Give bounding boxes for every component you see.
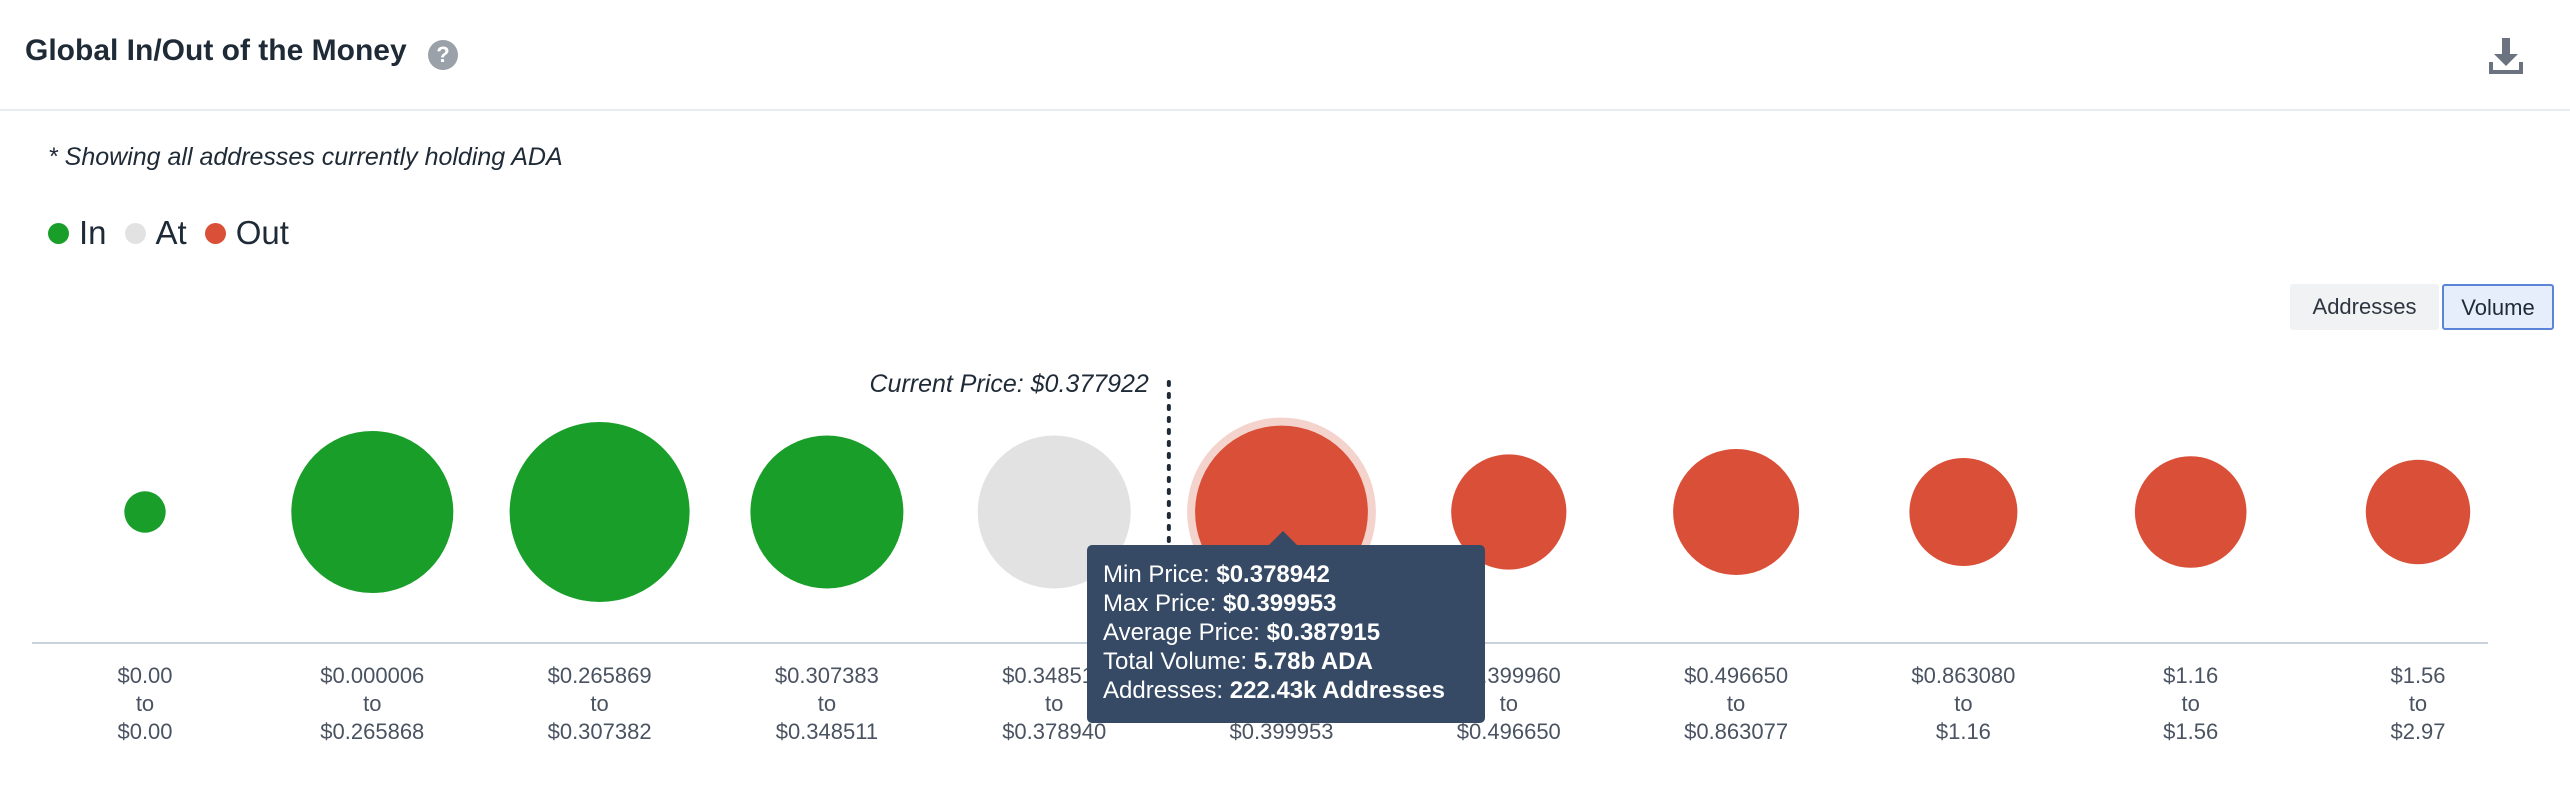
- tick-label-price: $0.00: [117, 719, 172, 744]
- legend-item-in[interactable]: In: [48, 214, 107, 252]
- legend-item-out[interactable]: Out: [204, 214, 289, 252]
- tick-label-to: to: [136, 691, 154, 716]
- page-title: Global In/Out of the Money: [25, 34, 407, 67]
- tick-label-price: $0.399953: [1230, 719, 1334, 744]
- tick-label-to: to: [1727, 691, 1745, 716]
- tick-label-price: $2.97: [2390, 719, 2445, 744]
- bubble-out[interactable]: [1451, 454, 1567, 570]
- bubble-out[interactable]: [1909, 458, 2018, 566]
- legend-dot-out: [204, 222, 226, 244]
- legend-dot-at: [124, 222, 146, 244]
- tick-label-price: $1.16: [2163, 663, 2218, 688]
- tooltip-arrow: [1269, 531, 1297, 545]
- tick-label-price: $0.00: [117, 663, 172, 688]
- tick-label-price: $0.265869: [548, 663, 652, 688]
- bubble-out[interactable]: [1673, 449, 1800, 575]
- tick-label-to: to: [1500, 691, 1518, 716]
- tick-label-to: to: [2409, 691, 2427, 716]
- bubble-in[interactable]: [124, 491, 166, 533]
- current-price-label: Current Price: $0.377922: [870, 370, 1149, 398]
- bucket-tooltip: Min Price: $0.378942 Max Price: $0.39995…: [1087, 531, 1485, 723]
- tick-label-price: $0.378940: [1002, 719, 1106, 744]
- tick-label-price: $0.307383: [775, 663, 879, 688]
- bubble-in[interactable]: [509, 422, 690, 602]
- tick-label-to: to: [363, 691, 381, 716]
- legend-dot-in: [48, 222, 69, 244]
- tick-label-price: $0.863080: [1911, 663, 2015, 688]
- tooltip-max-price: Max Price: $0.399953: [1103, 590, 1337, 617]
- tick-label-price: $0.496650: [1684, 663, 1788, 688]
- legend-label-out: Out: [235, 214, 289, 251]
- tooltip-total-volume: Total Volume: 5.78b ADA: [1103, 648, 1373, 675]
- bubble-out[interactable]: [2134, 456, 2247, 568]
- legend-item-at[interactable]: At: [124, 214, 187, 252]
- bubble-in[interactable]: [750, 435, 904, 589]
- tick-label-to: to: [2182, 691, 2200, 716]
- tick-label-to: to: [590, 691, 608, 716]
- legend-label-in: In: [79, 214, 107, 251]
- tick-label-price: $0.307382: [548, 719, 652, 744]
- tooltip-min-price: Min Price: $0.378942: [1103, 561, 1330, 588]
- tooltip-average-price: Average Price: $0.387915: [1103, 619, 1381, 646]
- tick-label-to: to: [1954, 691, 1972, 716]
- question-circle-icon[interactable]: ?: [428, 40, 458, 70]
- bubble-out[interactable]: [2365, 459, 2471, 565]
- download-icon[interactable]: [2488, 36, 2524, 76]
- tick-label-to: to: [818, 691, 836, 716]
- tick-label-price: $0.863077: [1684, 719, 1788, 744]
- tick-label-price: $0.000006: [320, 663, 424, 688]
- tick-label-price: $1.56: [2163, 719, 2218, 744]
- chart-header: Global In/Out of the Money ?: [0, 0, 2570, 111]
- legend-label-at: At: [155, 214, 187, 251]
- tick-label-price: $0.348511: [776, 719, 878, 744]
- chart-legend: In At Out: [48, 213, 307, 253]
- bubble-in[interactable]: [291, 431, 454, 593]
- tick-label-to: to: [1045, 691, 1063, 716]
- holding-note: * Showing all addresses currently holdin…: [48, 143, 563, 171]
- tick-label-price: $1.16: [1936, 719, 1991, 744]
- tooltip-addresses: Addresses: 222.43k Addresses: [1103, 677, 1445, 704]
- tick-label-price: $0.265868: [320, 719, 424, 744]
- volume-toggle-button[interactable]: Volume: [2442, 284, 2554, 330]
- addresses-toggle-button[interactable]: Addresses: [2290, 284, 2439, 330]
- tick-label-price: $1.56: [2390, 663, 2445, 688]
- tick-label-price: $0.496650: [1457, 719, 1561, 744]
